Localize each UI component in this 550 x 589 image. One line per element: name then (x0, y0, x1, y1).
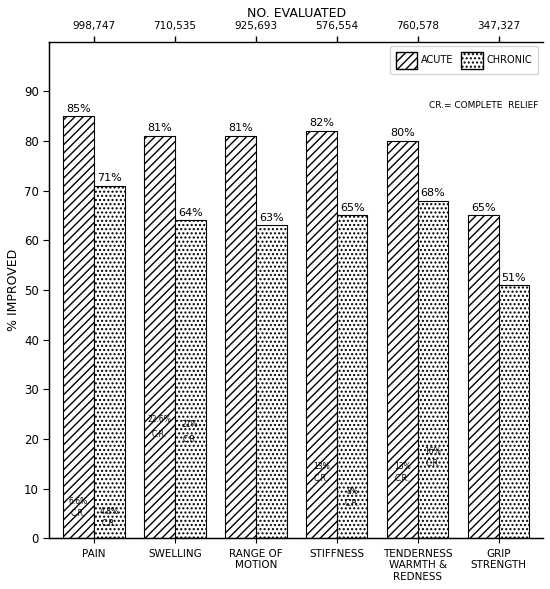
Text: 6.6%: 6.6% (69, 497, 88, 506)
Text: 51%: 51% (502, 273, 526, 283)
Text: 8%: 8% (346, 487, 358, 496)
Text: 65%: 65% (340, 203, 365, 213)
Bar (417, 200, 448, 538)
Y-axis label: % IMPROVED: % IMPROVED (7, 249, 20, 331)
Bar (94, 186, 125, 538)
Text: 65%: 65% (471, 203, 496, 213)
Bar (337, 216, 367, 538)
X-axis label: NO. EVALUATED: NO. EVALUATED (246, 7, 346, 20)
Text: 85%: 85% (66, 104, 91, 114)
Text: 4.8%: 4.8% (100, 507, 119, 515)
Text: C.R.: C.R. (426, 459, 441, 468)
Text: 13%: 13% (313, 462, 329, 471)
Bar (306, 131, 337, 538)
Bar (498, 285, 529, 538)
Text: 21%: 21% (182, 419, 199, 429)
Bar (144, 136, 175, 538)
Text: 81%: 81% (228, 124, 253, 134)
Text: 63%: 63% (259, 213, 283, 223)
Legend: ACUTE, CHRONIC: ACUTE, CHRONIC (390, 47, 538, 74)
Text: 16%: 16% (425, 447, 441, 456)
Text: C.R.: C.R. (395, 474, 410, 484)
Text: C.R.: C.R. (314, 474, 329, 484)
Text: 82%: 82% (309, 118, 334, 128)
Text: CR.= COMPLETE  RELIEF: CR.= COMPLETE RELIEF (429, 101, 538, 110)
Text: C.R.: C.R. (183, 435, 198, 444)
Text: C.R.: C.R. (152, 429, 167, 439)
Bar (225, 136, 256, 538)
Text: 80%: 80% (390, 128, 415, 138)
Bar (63, 116, 94, 538)
Text: 22.6%: 22.6% (147, 415, 172, 423)
Text: C.R.: C.R. (71, 509, 86, 518)
Text: C.R.: C.R. (344, 499, 360, 508)
Bar (175, 220, 206, 538)
Text: C.R.: C.R. (102, 519, 117, 528)
Text: 64%: 64% (178, 208, 202, 218)
Text: 81%: 81% (147, 124, 172, 134)
Bar (256, 226, 287, 538)
Text: 71%: 71% (97, 173, 122, 183)
Text: 13%: 13% (394, 462, 411, 471)
Bar (468, 216, 498, 538)
Text: 68%: 68% (421, 188, 446, 198)
Bar (387, 141, 417, 538)
